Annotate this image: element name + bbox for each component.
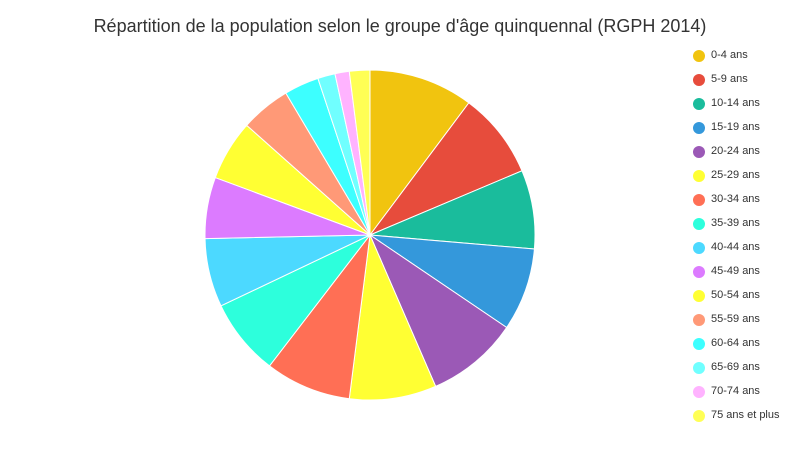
chart-title: Répartition de la population selon le gr… [93,16,707,36]
legend-marker [693,194,705,206]
legend-label: 70-74 ans [711,385,760,397]
legend-item[interactable]: 75 ans et plus [693,409,780,433]
legend-item[interactable]: 55-59 ans [693,313,780,337]
legend-marker [693,362,705,374]
legend-label: 60-64 ans [711,337,760,349]
legend-marker [693,122,705,134]
legend-label: 30-34 ans [711,193,760,205]
legend-label: 50-54 ans [711,289,760,301]
legend-label: 65-69 ans [711,361,760,373]
legend-marker [693,266,705,278]
legend-label: 15-19 ans [711,121,760,133]
legend-marker [693,338,705,350]
legend-item[interactable]: 5-9 ans [693,73,780,97]
pie-slice-30-34-ans[interactable] [268,233,371,400]
legend-marker [693,290,705,302]
legend-label: 5-9 ans [711,73,748,85]
pie-slice-0-4-ans[interactable] [369,69,470,237]
pie-slice-25-29-ans[interactable] [348,233,437,401]
pie-slice-5-9-ans[interactable] [368,102,523,237]
pie-slice-75-ans-et-plus[interactable] [348,69,371,236]
legend-item[interactable]: 65-69 ans [693,361,780,385]
legend-marker [693,386,705,398]
legend-label: 55-59 ans [711,313,760,325]
legend-item[interactable]: 35-39 ans [693,217,780,241]
legend-marker [693,74,705,86]
legend-item[interactable]: 45-49 ans [693,265,780,289]
legend-item[interactable]: 20-24 ans [693,145,780,169]
legend-label: 75 ans et plus [711,409,780,421]
legend-label: 25-29 ans [711,169,760,181]
legend-marker [693,146,705,158]
legend-marker [693,242,705,254]
legend-label: 40-44 ans [711,241,760,253]
legend-item[interactable]: 60-64 ans [693,337,780,361]
legend-marker [693,50,705,62]
legend-label: 35-39 ans [711,217,760,229]
legend-item[interactable]: 70-74 ans [693,385,780,409]
legend-item[interactable]: 25-29 ans [693,169,780,193]
legend: 0-4 ans 5-9 ans 10-14 ans 15-19 ans 20-24 an… [693,49,780,433]
legend-item[interactable]: 0-4 ans [693,49,780,73]
legend-label: 20-24 ans [711,145,760,157]
legend-marker [693,410,705,422]
legend-item[interactable]: 40-44 ans [693,241,780,265]
legend-label: 0-4 ans [711,49,748,61]
legend-marker [693,98,705,110]
legend-label: 45-49 ans [711,265,760,277]
legend-item[interactable]: 50-54 ans [693,289,780,313]
legend-item[interactable]: 30-34 ans [693,193,780,217]
legend-marker [693,314,705,326]
legend-item[interactable]: 15-19 ans [693,121,780,145]
legend-marker [693,218,705,230]
legend-marker [693,170,705,182]
pie-slice-20-24-ans[interactable] [368,233,508,388]
legend-item[interactable]: 10-14 ans [693,97,780,121]
legend-label: 10-14 ans [711,97,760,109]
